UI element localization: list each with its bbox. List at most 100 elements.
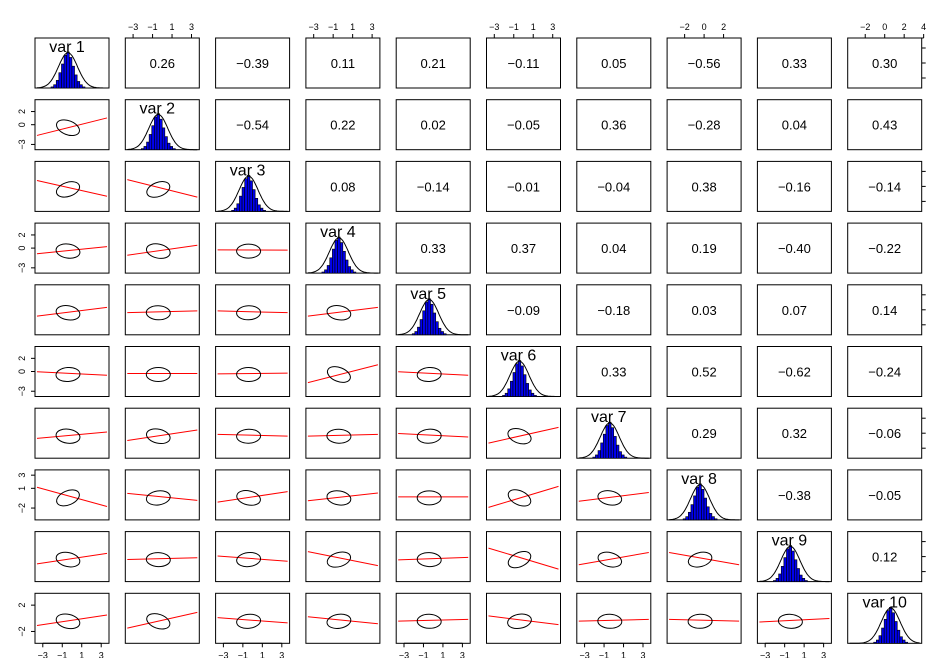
panel-frame bbox=[215, 222, 291, 274]
histogram-bar bbox=[528, 389, 532, 397]
axis-tick-label: 1 bbox=[621, 650, 626, 658]
correlation-value: 0.33 bbox=[601, 365, 626, 380]
histogram-bar bbox=[517, 360, 522, 397]
axis-tick-label: 1 bbox=[79, 650, 84, 658]
correlation-ellipse bbox=[55, 613, 81, 630]
fit-line bbox=[217, 372, 288, 375]
axis-tick-label: −2 bbox=[17, 503, 27, 513]
panel-frame bbox=[576, 592, 652, 644]
correlation-ellipse bbox=[236, 613, 262, 629]
axis-tick-label: −3 bbox=[17, 263, 27, 273]
correlation-value: 0.05 bbox=[601, 56, 626, 71]
fit-line bbox=[36, 431, 108, 439]
fit-line bbox=[127, 611, 198, 629]
panel-frame bbox=[847, 346, 923, 397]
fit-line bbox=[488, 426, 559, 444]
correlation-ellipse bbox=[145, 367, 171, 382]
histogram-bar bbox=[600, 442, 604, 459]
axis-tick-label: 3 bbox=[370, 22, 375, 32]
panel-frame bbox=[215, 284, 291, 336]
panel-frame bbox=[124, 222, 200, 274]
fit-line bbox=[217, 555, 288, 562]
axis-tick-label: −2 bbox=[17, 626, 27, 636]
correlation-value: 0.02 bbox=[421, 118, 446, 133]
correlation-ellipse bbox=[507, 489, 532, 507]
fit-line bbox=[669, 551, 740, 566]
histogram-bar bbox=[167, 142, 171, 150]
panel-frame bbox=[395, 37, 471, 89]
histogram-bar bbox=[419, 319, 423, 336]
correlation-ellipse bbox=[416, 428, 442, 444]
histogram-bar bbox=[886, 610, 890, 644]
panel-frame bbox=[756, 99, 832, 151]
correlation-ellipse bbox=[236, 428, 262, 444]
variable-label: var 2 bbox=[140, 101, 176, 118]
correlation-value: −0.14 bbox=[868, 179, 901, 194]
histogram-bar bbox=[71, 65, 75, 89]
fit-line bbox=[488, 485, 559, 508]
histogram-bar bbox=[347, 266, 351, 274]
panel-frame bbox=[847, 469, 923, 521]
correlation-value: 0.08 bbox=[330, 179, 355, 194]
correlation-value: 0.03 bbox=[691, 303, 716, 318]
correlation-ellipse bbox=[326, 305, 352, 321]
histogram-bar bbox=[592, 456, 596, 459]
panel-frame bbox=[576, 160, 652, 212]
histogram-bar bbox=[523, 374, 527, 397]
histogram-bar bbox=[422, 310, 426, 336]
panel-frame bbox=[756, 346, 832, 397]
axis-tick-label: 3 bbox=[550, 22, 555, 32]
axis-tick-label: 3 bbox=[279, 650, 284, 658]
histogram-bar bbox=[595, 454, 599, 459]
variable-label: var 10 bbox=[862, 594, 907, 611]
histogram-bar bbox=[794, 559, 798, 582]
axis-tick-label: −1 bbox=[147, 22, 157, 32]
correlation-value: −0.38 bbox=[778, 488, 811, 503]
histogram-bar bbox=[55, 80, 60, 89]
histogram-bar bbox=[698, 483, 702, 521]
histogram-bar bbox=[172, 148, 176, 150]
histogram-bar bbox=[804, 580, 808, 582]
correlation-ellipse bbox=[236, 490, 261, 506]
fit-line bbox=[127, 179, 198, 198]
fit-line bbox=[36, 180, 108, 197]
correlation-ellipse bbox=[55, 428, 81, 444]
axis-tick-label: 0 bbox=[17, 369, 27, 374]
histogram-bar bbox=[350, 269, 354, 274]
axis-tick-label: −1 bbox=[418, 650, 428, 658]
panel-frame bbox=[666, 222, 742, 274]
correlation-ellipse bbox=[507, 550, 532, 569]
panel-frame bbox=[486, 592, 561, 644]
correlation-ellipse bbox=[236, 366, 262, 383]
histogram-bar bbox=[146, 141, 150, 150]
histogram-bar bbox=[443, 333, 447, 336]
histogram-bar bbox=[693, 495, 697, 521]
histogram-bar bbox=[881, 627, 885, 644]
histogram-bar bbox=[613, 436, 617, 459]
histogram-bar bbox=[618, 451, 622, 459]
fit-line bbox=[36, 614, 108, 627]
histogram-bar bbox=[780, 566, 785, 582]
panel-frame bbox=[124, 284, 200, 336]
histogram-bar bbox=[411, 333, 416, 336]
correlation-value: 0.22 bbox=[330, 118, 355, 133]
histogram-bar bbox=[244, 178, 248, 212]
panel-frame bbox=[395, 222, 471, 274]
correlation-ellipse bbox=[146, 181, 171, 198]
fit-line bbox=[759, 618, 830, 623]
histogram-bar bbox=[799, 574, 803, 582]
correlation-value: −0.28 bbox=[688, 118, 721, 133]
correlation-value: 0.04 bbox=[782, 118, 807, 133]
correlation-value: 0.21 bbox=[421, 56, 446, 71]
correlation-value: −0.09 bbox=[507, 303, 540, 318]
density-curve bbox=[488, 360, 559, 397]
fit-line bbox=[127, 429, 198, 441]
histogram-bar bbox=[334, 240, 338, 274]
panel-frame bbox=[576, 99, 652, 151]
axis-tick-label: 3 bbox=[641, 650, 646, 658]
axis-tick-label: 3 bbox=[99, 650, 104, 658]
panel-frame bbox=[395, 407, 471, 459]
correlation-value: −0.40 bbox=[778, 241, 811, 256]
panel-frame bbox=[756, 592, 832, 644]
axis-tick-label: 1 bbox=[440, 650, 445, 658]
